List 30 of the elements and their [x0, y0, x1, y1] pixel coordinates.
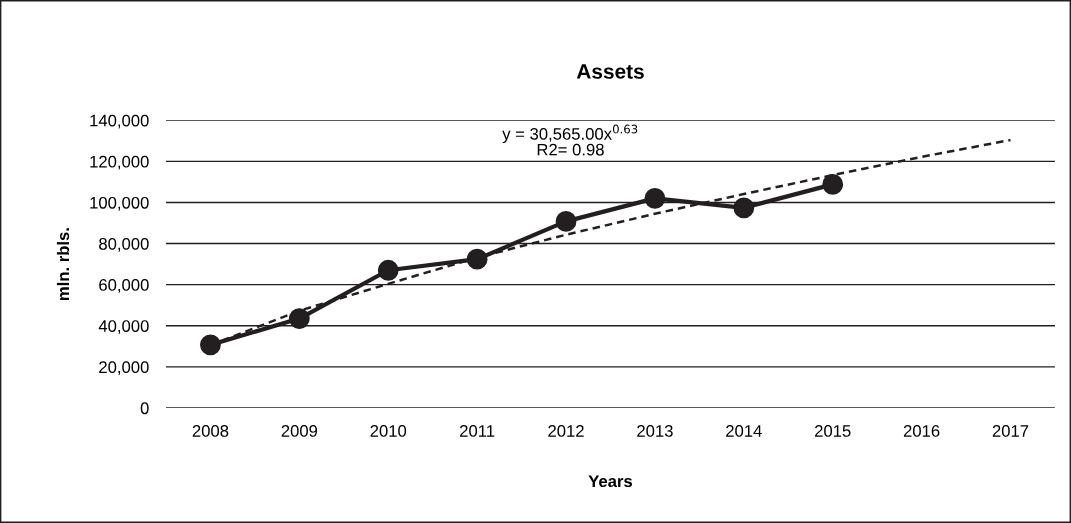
y-axis-title: mln. rbls.: [56, 228, 70, 301]
chart-title: Assets: [576, 64, 644, 79]
x-tick-label: 2016: [903, 425, 940, 437]
y-tick-label: 140,000: [90, 114, 149, 129]
y-tick-label: 100,000: [90, 196, 149, 211]
point: [555, 210, 577, 232]
y-tick-label: 80,000: [99, 237, 149, 252]
point: [733, 197, 755, 219]
x-tick-label: 2008: [192, 425, 229, 437]
point: [377, 259, 399, 281]
point: [466, 248, 488, 270]
point: [288, 308, 310, 329]
y-tick-label: 60,000: [99, 279, 149, 293]
y-tick-label: 20,000: [99, 361, 149, 376]
point: [644, 187, 666, 209]
x-axis-title: Years: [588, 475, 633, 488]
y-tick-label: 0: [140, 402, 149, 415]
x-tick-label: 2009: [281, 425, 318, 437]
y-tick-label: 120,000: [90, 155, 149, 170]
y-tick-label: 40,000: [98, 320, 149, 334]
x-tick-label: 2013: [637, 425, 673, 437]
point: [200, 334, 221, 356]
x-tick-label: 2011: [460, 425, 495, 437]
x-tick-label: 2014: [726, 425, 762, 437]
annotation: y = 30,565.00x$^{0.63}$ R2= 0.98: [502, 124, 638, 156]
point: [822, 173, 844, 195]
x-tick-label: 2017: [992, 425, 1029, 437]
x-tick-label: 2010: [370, 425, 407, 437]
x-tick-label: 2015: [815, 425, 851, 437]
x-tick-label: 2012: [548, 425, 584, 437]
